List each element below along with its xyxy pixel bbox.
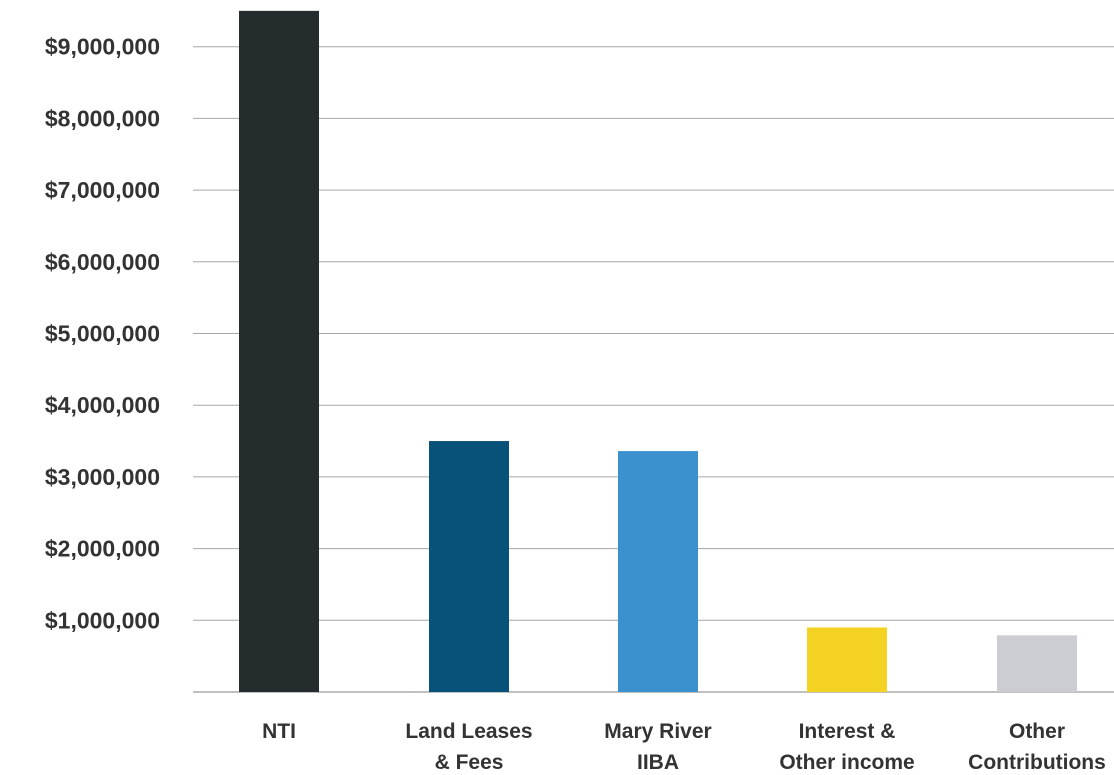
category-label: Interest &	[799, 720, 896, 743]
bar	[997, 635, 1077, 692]
gridlines	[193, 46, 1114, 621]
category-label: Mary River	[604, 720, 711, 743]
y-tick-label: $7,000,000	[45, 177, 160, 203]
y-tick-label: $9,000,000	[45, 34, 160, 60]
bar	[618, 451, 698, 692]
category-label: Other	[1009, 720, 1065, 743]
category-label: NTI	[262, 720, 296, 743]
y-tick-label: $3,000,000	[45, 464, 160, 490]
y-tick-label: $8,000,000	[45, 105, 160, 131]
category-label: Contributions	[968, 751, 1106, 774]
bar	[239, 10, 319, 693]
y-tick-label: $5,000,000	[45, 321, 160, 347]
y-tick-label: $1,000,000	[45, 607, 160, 633]
y-tick-label: $2,000,000	[45, 536, 160, 562]
x-axis-category-labels: NTI Land Leases & Fees Mary River IIBA Intere…	[262, 720, 1106, 774]
y-tick-label: $4,000,000	[45, 392, 160, 418]
bar	[807, 627, 887, 692]
bar	[429, 441, 509, 692]
bars	[239, 10, 1077, 693]
y-tick-label: $6,000,000	[45, 249, 160, 275]
category-label: Other income	[779, 751, 914, 774]
y-axis-tick-labels: $1,000,000 $2,000,000 $3,000,000 $4,000,000…	[45, 34, 160, 634]
category-label: IIBA	[637, 751, 679, 774]
category-label: Land Leases	[405, 720, 532, 743]
category-label: & Fees	[435, 751, 504, 774]
